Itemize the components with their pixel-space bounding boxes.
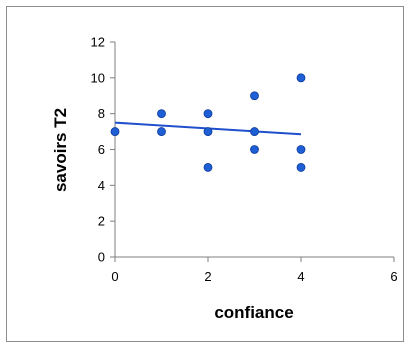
data-point [203,109,213,119]
x-tick-labels: 0 2 4 6 [111,269,397,284]
data-point [203,163,213,172]
x-tick-label: 4 [297,269,304,284]
x-tick-label: 0 [111,269,118,284]
y-tick-label: 6 [98,142,105,157]
y-tick-label: 4 [98,178,105,193]
y-tick-label: 0 [98,250,105,265]
data-point [250,145,259,154]
chart-frame [6,6,404,342]
y-tick-labels: 0 2 4 6 8 10 12 [91,35,105,265]
y-axis-label: savoirs T2 [51,108,70,192]
data-points [110,73,306,172]
data-point [250,127,259,136]
data-point [250,91,259,101]
data-point [203,127,213,136]
data-point [296,73,306,83]
data-point [296,163,306,172]
data-point [157,109,166,119]
data-point [157,127,166,136]
y-tick-label: 12 [91,35,105,50]
y-tick-label: 2 [98,214,105,229]
x-tick-label: 2 [204,269,211,284]
data-point [110,127,120,136]
y-tick-label: 8 [98,106,105,121]
x-tick-label: 6 [390,269,397,284]
axes [110,41,395,262]
data-point [296,145,306,154]
x-axis-label: confiance [214,303,293,322]
y-tick-label: 10 [91,70,105,85]
